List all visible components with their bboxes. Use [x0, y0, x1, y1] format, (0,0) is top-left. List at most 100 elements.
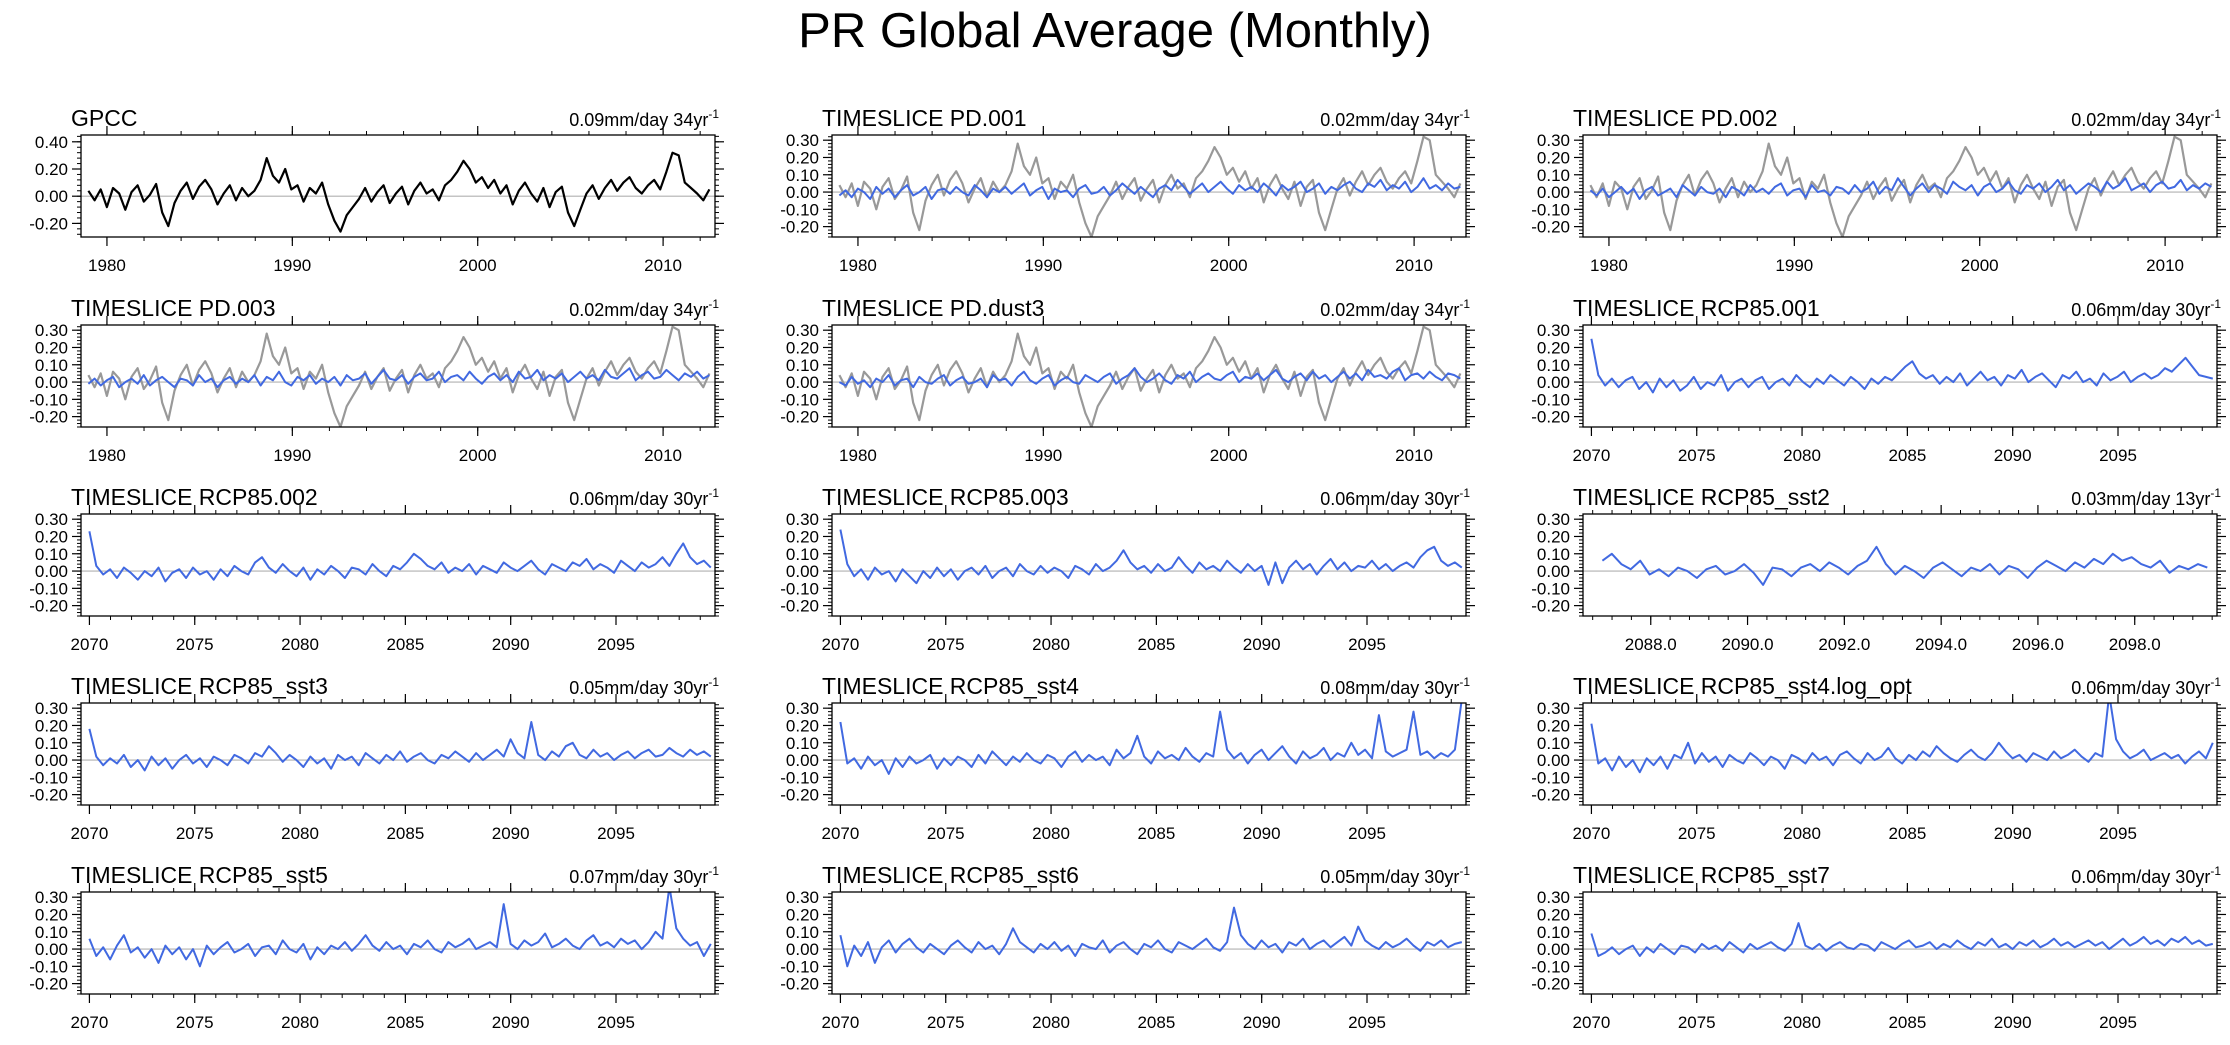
y-tick-label: 0.10: [1537, 734, 1570, 753]
y-tick-label: -0.10: [1531, 390, 1570, 409]
y-tick-label: 0.30: [1537, 888, 1570, 907]
annotation-exponent: -1: [2210, 297, 2221, 311]
y-tick-label: -0.10: [29, 579, 68, 598]
y-tick-label: 0.10: [786, 734, 819, 753]
y-tick-label: 0.00: [786, 183, 819, 202]
x-tick-label: 2090: [1243, 635, 1281, 654]
y-tick-label: 0.00: [35, 373, 68, 392]
plot-frame: [1582, 513, 2218, 617]
plot-frame: [831, 891, 1467, 995]
y-tick-label: 0.30: [786, 510, 819, 529]
y-tick-label: 0.20: [786, 338, 819, 357]
y-tick-label: -0.10: [1531, 579, 1570, 598]
x-tick-label: 2075: [176, 635, 214, 654]
model-series-line: [88, 892, 712, 968]
y-tick-label: -0.10: [1531, 768, 1570, 787]
y-tick-label: 0.00: [1537, 751, 1570, 770]
x-tick-label: 2090: [1994, 824, 2032, 843]
panel-title: TIMESLICE RCP85_sst6: [822, 862, 1079, 888]
y-tick-label: -0.20: [1531, 408, 1570, 427]
y-tick-label: 0.10: [786, 923, 819, 942]
panel-annotation: 0.06mm/day 30yr-1: [2071, 864, 2221, 887]
plot-frame: [80, 891, 716, 995]
x-tick-label: 2090: [492, 1013, 530, 1032]
y-tick-label: 0.20: [1537, 716, 1570, 735]
panel-annotation: 0.06mm/day 30yr-1: [2071, 297, 2221, 320]
y-tick-label: 0.30: [786, 888, 819, 907]
annotation-text: 0.02mm/day 34yr: [1320, 300, 1459, 320]
x-tick-label: 2010: [1395, 256, 1433, 275]
x-tick-label: 1980: [1590, 256, 1628, 275]
y-tick-label: 0.40: [35, 133, 68, 152]
x-tick-label: 2090: [1994, 1013, 2032, 1032]
annotation-exponent: -1: [1459, 486, 1470, 500]
plot-frame: [80, 702, 716, 806]
x-tick-label: 2070: [1573, 824, 1611, 843]
x-tick-label: 2075: [927, 824, 965, 843]
y-tick-label: 0.20: [35, 338, 68, 357]
x-tick-label: 1990: [1024, 256, 1062, 275]
panel-13: TIMESLICE RCP85_sst5 0.07mm/day 30yr-1 -0.…: [29, 862, 724, 1032]
y-tick-label: 0.20: [1537, 905, 1570, 924]
panel-title: GPCC: [71, 105, 137, 131]
x-tick-label: 2085: [1137, 1013, 1175, 1032]
panel-10: TIMESLICE RCP85_sst3 0.05mm/day 30yr-1 -0.…: [29, 673, 724, 843]
x-tick-label: 2095: [2099, 824, 2137, 843]
y-tick-label: 0.00: [786, 562, 819, 581]
x-tick-label: 2090: [492, 824, 530, 843]
y-tick-label: 0.10: [1537, 545, 1570, 564]
panel-title: TIMESLICE RCP85_sst5: [71, 862, 328, 888]
model-series-line: [1590, 703, 2214, 774]
x-tick-label: 2085: [386, 824, 424, 843]
y-tick-label: 0.10: [1537, 166, 1570, 185]
y-tick-label: 0.30: [1537, 699, 1570, 718]
y-tick-label: 0.00: [35, 751, 68, 770]
x-tick-label: 2080: [1783, 446, 1821, 465]
panel-annotation: 0.02mm/day 34yr-1: [2071, 107, 2221, 130]
y-tick-label: -0.20: [29, 975, 68, 994]
y-tick-label: 0.30: [35, 888, 68, 907]
x-tick-label: 2095: [597, 1013, 635, 1032]
panel-14: TIMESLICE RCP85_sst6 0.05mm/day 30yr-1 -0.…: [780, 862, 1475, 1032]
annotation-exponent: -1: [1459, 675, 1470, 689]
y-tick-label: 0.00: [786, 751, 819, 770]
model-series-line: [1590, 338, 2214, 394]
y-tick-label: 0.30: [786, 131, 819, 150]
y-tick-label: -0.20: [29, 214, 68, 233]
x-tick-label: 2080: [1032, 824, 1070, 843]
annotation-exponent: -1: [1459, 107, 1470, 121]
reference-series-line: [838, 325, 1462, 427]
x-tick-label: 1980: [839, 256, 877, 275]
y-tick-label: 0.10: [35, 356, 68, 375]
plot-frame: [831, 702, 1467, 806]
y-tick-label: 0.30: [1537, 510, 1570, 529]
model-series-line: [839, 529, 1463, 586]
x-tick-label: 1980: [839, 446, 877, 465]
x-tick-label: 2095: [1348, 635, 1386, 654]
y-tick-label: 0.10: [786, 545, 819, 564]
x-tick-label: 2085: [1888, 824, 1926, 843]
x-tick-label: 2075: [927, 1013, 965, 1032]
x-tick-label: 2070: [1573, 1013, 1611, 1032]
y-tick-label: -0.20: [1531, 975, 1570, 994]
x-tick-label: 2010: [2146, 256, 2184, 275]
panel-4: TIMESLICE PD.003 0.02mm/day 34yr-1 -0.20-0…: [29, 295, 724, 465]
y-tick-label: -0.10: [29, 390, 68, 409]
y-tick-label: -0.20: [1531, 218, 1570, 237]
x-tick-label: 2075: [1678, 446, 1716, 465]
x-tick-label: 2075: [176, 824, 214, 843]
panel-title: TIMESLICE RCP85_sst4.log_opt: [1573, 673, 1912, 699]
annotation-exponent: -1: [708, 297, 719, 311]
y-tick-label: -0.10: [780, 957, 819, 976]
annotation-exponent: -1: [2210, 864, 2221, 878]
y-tick-label: 0.30: [786, 321, 819, 340]
y-tick-label: 0.30: [786, 699, 819, 718]
x-tick-label: 2090: [1994, 446, 2032, 465]
x-tick-label: 2070: [71, 1013, 109, 1032]
x-tick-label: 2080: [281, 824, 319, 843]
x-tick-label: 2070: [71, 635, 109, 654]
x-tick-label: 2088.0: [1625, 635, 1677, 654]
reference-series-line: [838, 135, 1462, 237]
x-tick-label: 2085: [386, 1013, 424, 1032]
